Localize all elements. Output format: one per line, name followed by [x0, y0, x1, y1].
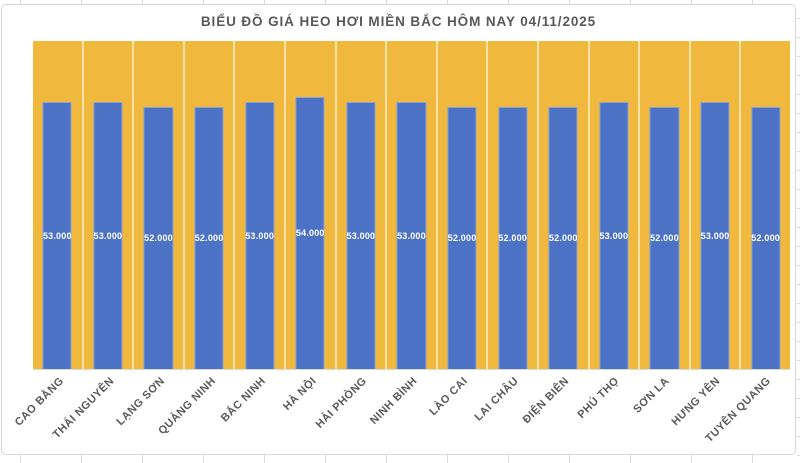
x-axis-label: CAO BẰNG [13, 375, 67, 429]
x-axis-label: PHÚ THỌ [575, 375, 622, 421]
spreadsheet-grid-bottom [0, 455, 800, 463]
price-bar[interactable]: 54.000 [295, 96, 325, 369]
bar-value-label: 52.000 [650, 233, 679, 244]
category-column: 53.000 [33, 41, 84, 369]
x-axis-label: NINH BÌNH [368, 375, 420, 427]
x-axis-label: LAI CHÂU [472, 375, 521, 424]
x-axis-label: SƠN LA [631, 375, 673, 416]
x-axis-line [33, 369, 790, 370]
price-bar[interactable]: 52.000 [548, 106, 578, 369]
price-bar[interactable]: 53.000 [599, 101, 629, 369]
bar-value-label: 53.000 [42, 230, 72, 241]
x-axis-label: HẢI PHÒNG [313, 375, 370, 431]
x-axis-labels: CAO BẰNG THÁI NGUYÊN LẠNG SƠN QUẢNG NINH BẮC… [13, 375, 790, 453]
bar-value-label: 53.000 [397, 230, 426, 241]
category-column: 52.000 [741, 41, 790, 369]
category-column: 53.000 [589, 41, 641, 369]
category-column: 53.000 [387, 41, 438, 369]
category-column: 52.000 [640, 41, 691, 369]
bar-value-label: 52.000 [194, 233, 224, 244]
bar-value-label: 53.000 [245, 230, 275, 241]
pig-price-bar-chart[interactable]: BIỂU ĐỒ GIÁ HEO HƠI MIỀN BẮC HÔM NAY 04/… [1, 4, 796, 455]
category-column: 53.000 [235, 41, 286, 369]
price-bar[interactable]: 52.000 [447, 106, 477, 369]
price-bar[interactable]: 52.000 [498, 106, 528, 369]
category-column: 52.000 [538, 41, 590, 369]
category-column: 52.000 [134, 41, 185, 369]
category-column: 53.000 [83, 41, 135, 369]
x-axis-label: LẠNG SƠN [114, 375, 168, 428]
price-bar[interactable]: 53.000 [396, 101, 427, 369]
x-axis-label: BẮC NINH [219, 375, 269, 425]
category-column: 53.000 [690, 41, 742, 369]
bar-value-label: 52.000 [498, 233, 528, 244]
bar-value-label: 52.000 [548, 233, 578, 244]
price-bar[interactable]: 53.000 [346, 101, 376, 369]
spreadsheet-grid-top [0, 0, 800, 4]
bar-value-label: 52.000 [144, 233, 173, 244]
bar-value-label: 52.000 [447, 233, 477, 244]
bar-value-label: 54.000 [295, 228, 325, 239]
x-axis-label: LÀO CAI [427, 375, 471, 418]
x-axis-label: HƯNG YÊN [669, 375, 723, 429]
category-column: 52.000 [488, 41, 539, 369]
price-bar[interactable]: 53.000 [700, 101, 730, 369]
category-column: 52.000 [184, 41, 236, 369]
bar-value-label: 52.000 [751, 233, 780, 244]
chart-title: BIỂU ĐỒ GIÁ HEO HƠI MIỀN BẮC HÔM NAY 04/… [200, 14, 597, 29]
price-bar[interactable]: 53.000 [245, 101, 275, 369]
price-bar[interactable]: 52.000 [143, 106, 174, 369]
x-axis-label: HÀ NỘI [281, 375, 320, 413]
bar-value-label: 53.000 [599, 230, 629, 241]
price-bar[interactable]: 52.000 [649, 106, 679, 369]
category-column: 54.000 [285, 41, 337, 369]
price-bar[interactable]: 52.000 [751, 106, 781, 369]
price-bar[interactable]: 53.000 [42, 101, 72, 369]
price-bar[interactable]: 52.000 [194, 106, 224, 369]
category-column: 52.000 [437, 41, 489, 369]
x-axis-label: ĐIỆN BIÊN [520, 375, 572, 427]
category-column: 53.000 [336, 41, 388, 369]
spreadsheet-grid-right [797, 0, 800, 463]
price-bar[interactable]: 53.000 [93, 101, 123, 369]
plot-area: 53.000 53.000 52.000 52.000 53.000 54.000 53.0… [33, 41, 790, 369]
bar-value-label: 53.000 [346, 230, 376, 241]
bar-value-label: 53.000 [700, 230, 730, 241]
bar-value-label: 53.000 [93, 230, 123, 241]
